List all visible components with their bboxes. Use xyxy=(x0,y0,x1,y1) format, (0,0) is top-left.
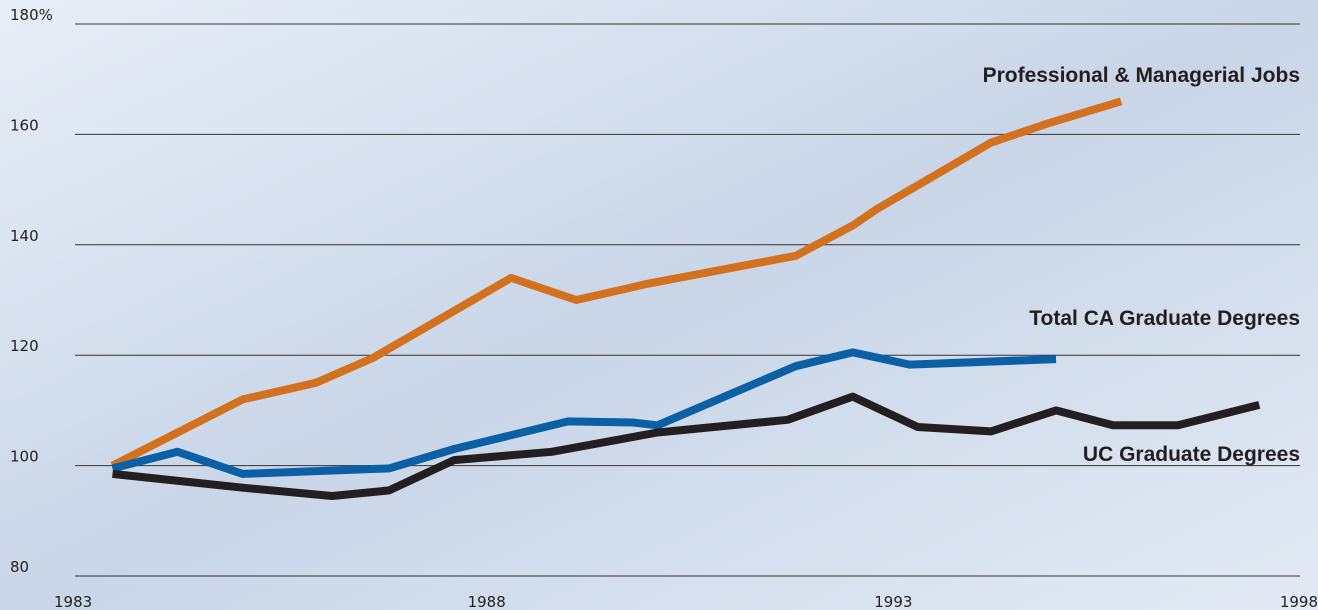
y-tick-label: 160 xyxy=(10,116,39,134)
x-tick-label: 1993 xyxy=(874,593,912,610)
y-tick-label: 100 xyxy=(10,448,39,466)
y-tick-label: 80 xyxy=(10,558,29,576)
x-tick-label: 1983 xyxy=(54,593,92,610)
y-tick-label: 120 xyxy=(10,337,39,355)
x-tick-label: 1988 xyxy=(468,593,506,610)
series-label: UC Graduate Degrees xyxy=(1083,443,1300,466)
series-line xyxy=(111,348,1057,478)
y-tick-label: 140 xyxy=(10,227,39,245)
y-tick-label: 180% xyxy=(10,6,53,24)
series-line xyxy=(110,97,1123,470)
series-label: Professional & Managerial Jobs xyxy=(983,64,1300,87)
x-tick-label: 1998 xyxy=(1280,593,1318,610)
series-line xyxy=(112,392,1261,500)
series-label: Total CA Graduate Degrees xyxy=(1029,307,1300,330)
